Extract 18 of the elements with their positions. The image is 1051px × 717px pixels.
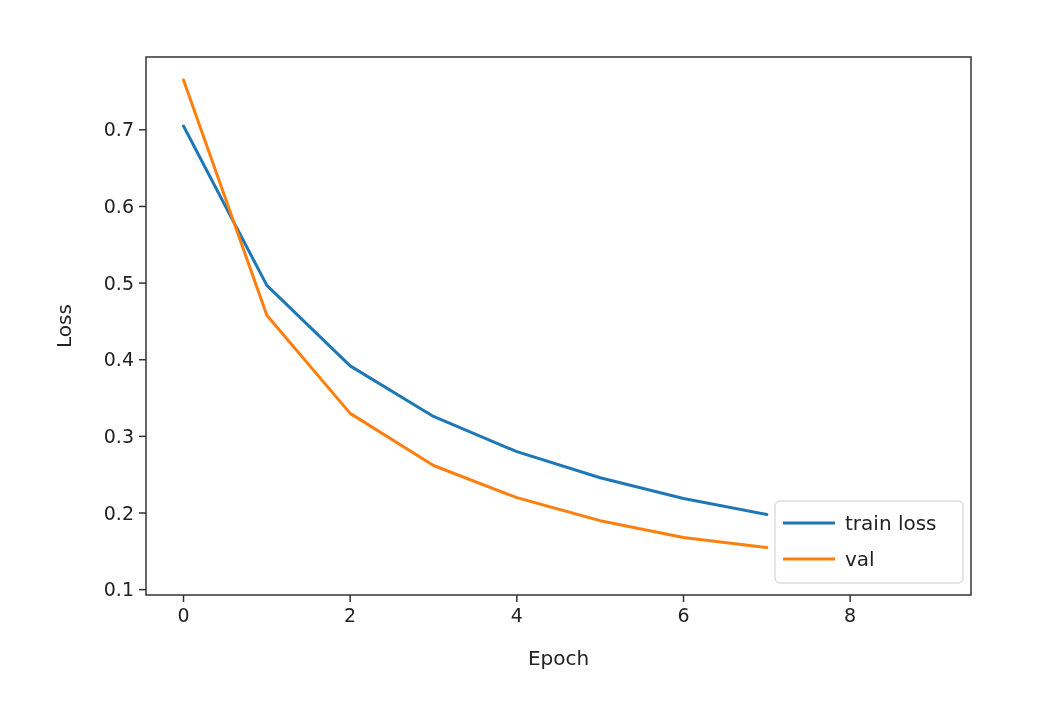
x-tick-label: 2	[344, 604, 357, 626]
y-tick-label: 0.2	[103, 501, 134, 524]
y-tick-label: 0.4	[103, 348, 134, 371]
x-tick-label: 6	[677, 604, 690, 626]
y-axis-title: Loss	[52, 304, 76, 348]
line-series	[182, 124, 769, 517]
y-tick-label: 0.1	[103, 578, 134, 601]
x-tick-label: 4	[510, 604, 523, 626]
x-tick-label: 8	[844, 604, 857, 626]
legend-label: train loss	[845, 511, 937, 535]
y-tick-label: 0.3	[103, 425, 134, 448]
line-series	[182, 78, 769, 549]
y-tick-label: 0.5	[103, 271, 134, 294]
x-axis-title: Epoch	[527, 646, 590, 670]
legend-label: val	[845, 547, 875, 571]
y-tick-label: 0.6	[103, 195, 134, 218]
y-tick-label: 0.7	[103, 118, 134, 141]
x-tick-label: 0	[177, 604, 190, 626]
